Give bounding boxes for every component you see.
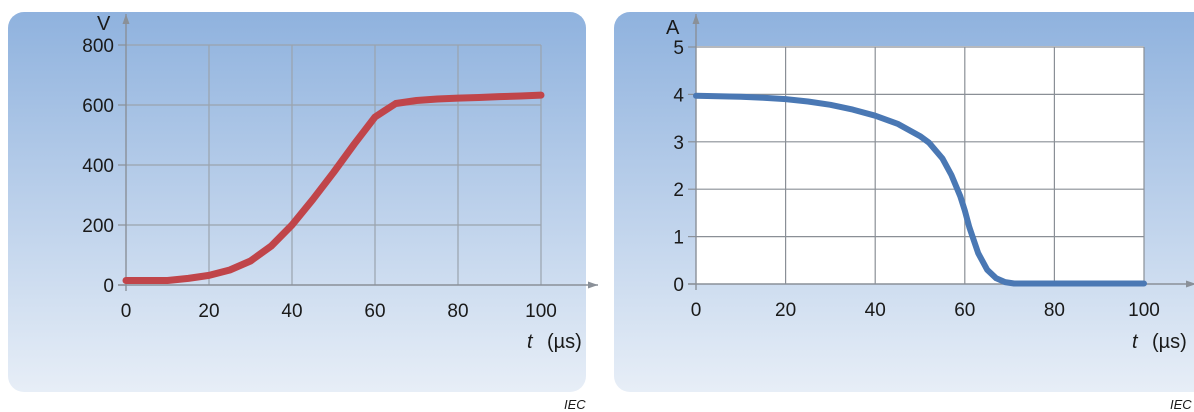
x-tick-label: 80 (1044, 300, 1065, 321)
voltage-y-unit: V (97, 13, 111, 35)
y-tick-label: 2 (673, 180, 684, 201)
x-axis-arrow (588, 281, 598, 289)
x-tick-label: 60 (954, 300, 975, 321)
voltage-chart: 0 20 40 60 80 100 0 200 400 600 800 V t (µs) (8, 12, 598, 392)
x-axis-arrow (1186, 280, 1194, 288)
x-tick-label: 60 (364, 301, 385, 322)
current-y-unit: A (666, 17, 680, 39)
x-tick-label: 40 (865, 300, 886, 321)
y-axis-arrow (122, 14, 130, 24)
current-x-label-unit: (µs) (1152, 331, 1187, 353)
y-tick-label: 0 (103, 276, 114, 297)
current-x-label-var: t (1132, 331, 1139, 353)
y-tick-label: 0 (673, 275, 684, 296)
y-tick-label: 400 (82, 156, 114, 177)
y-tick-label: 5 (673, 38, 684, 59)
voltage-gridlines (126, 44, 542, 285)
current-chart: 0 20 40 60 80 100 0 1 2 3 4 5 A t (µs) (614, 12, 1194, 392)
iec-mark-left: IEC (564, 397, 586, 412)
iec-mark-right: IEC (1170, 397, 1192, 412)
voltage-series (122, 91, 545, 284)
y-tick-label: 800 (82, 36, 114, 57)
current-series (693, 92, 1147, 287)
x-tick-label: 20 (198, 301, 219, 322)
series-line (122, 91, 545, 284)
voltage-axes (118, 14, 598, 291)
x-tick-label: 0 (691, 300, 702, 321)
x-tick-label: 0 (121, 301, 132, 322)
x-tick-label: 40 (281, 301, 302, 322)
current-plot-area (696, 46, 1144, 284)
x-tick-label: 20 (775, 300, 796, 321)
voltage-chart-panel (8, 12, 586, 392)
voltage-x-label-unit: (µs) (547, 331, 582, 353)
series-line (693, 92, 1147, 287)
x-tick-label: 100 (1128, 300, 1160, 321)
y-tick-label: 4 (673, 85, 684, 106)
y-axis-arrow (692, 14, 700, 24)
x-tick-label: 100 (525, 301, 557, 322)
y-tick-label: 200 (82, 216, 114, 237)
x-tick-label: 80 (447, 301, 468, 322)
current-tick-labels: 0 20 40 60 80 100 0 1 2 3 4 5 (673, 38, 1159, 321)
voltage-tick-labels: 0 20 40 60 80 100 0 200 400 600 800 (82, 36, 557, 322)
current-gridlines (696, 46, 1145, 284)
y-tick-label: 600 (82, 96, 114, 117)
y-tick-label: 1 (673, 228, 684, 249)
y-tick-label: 3 (673, 133, 684, 154)
voltage-x-label-var: t (527, 331, 534, 353)
